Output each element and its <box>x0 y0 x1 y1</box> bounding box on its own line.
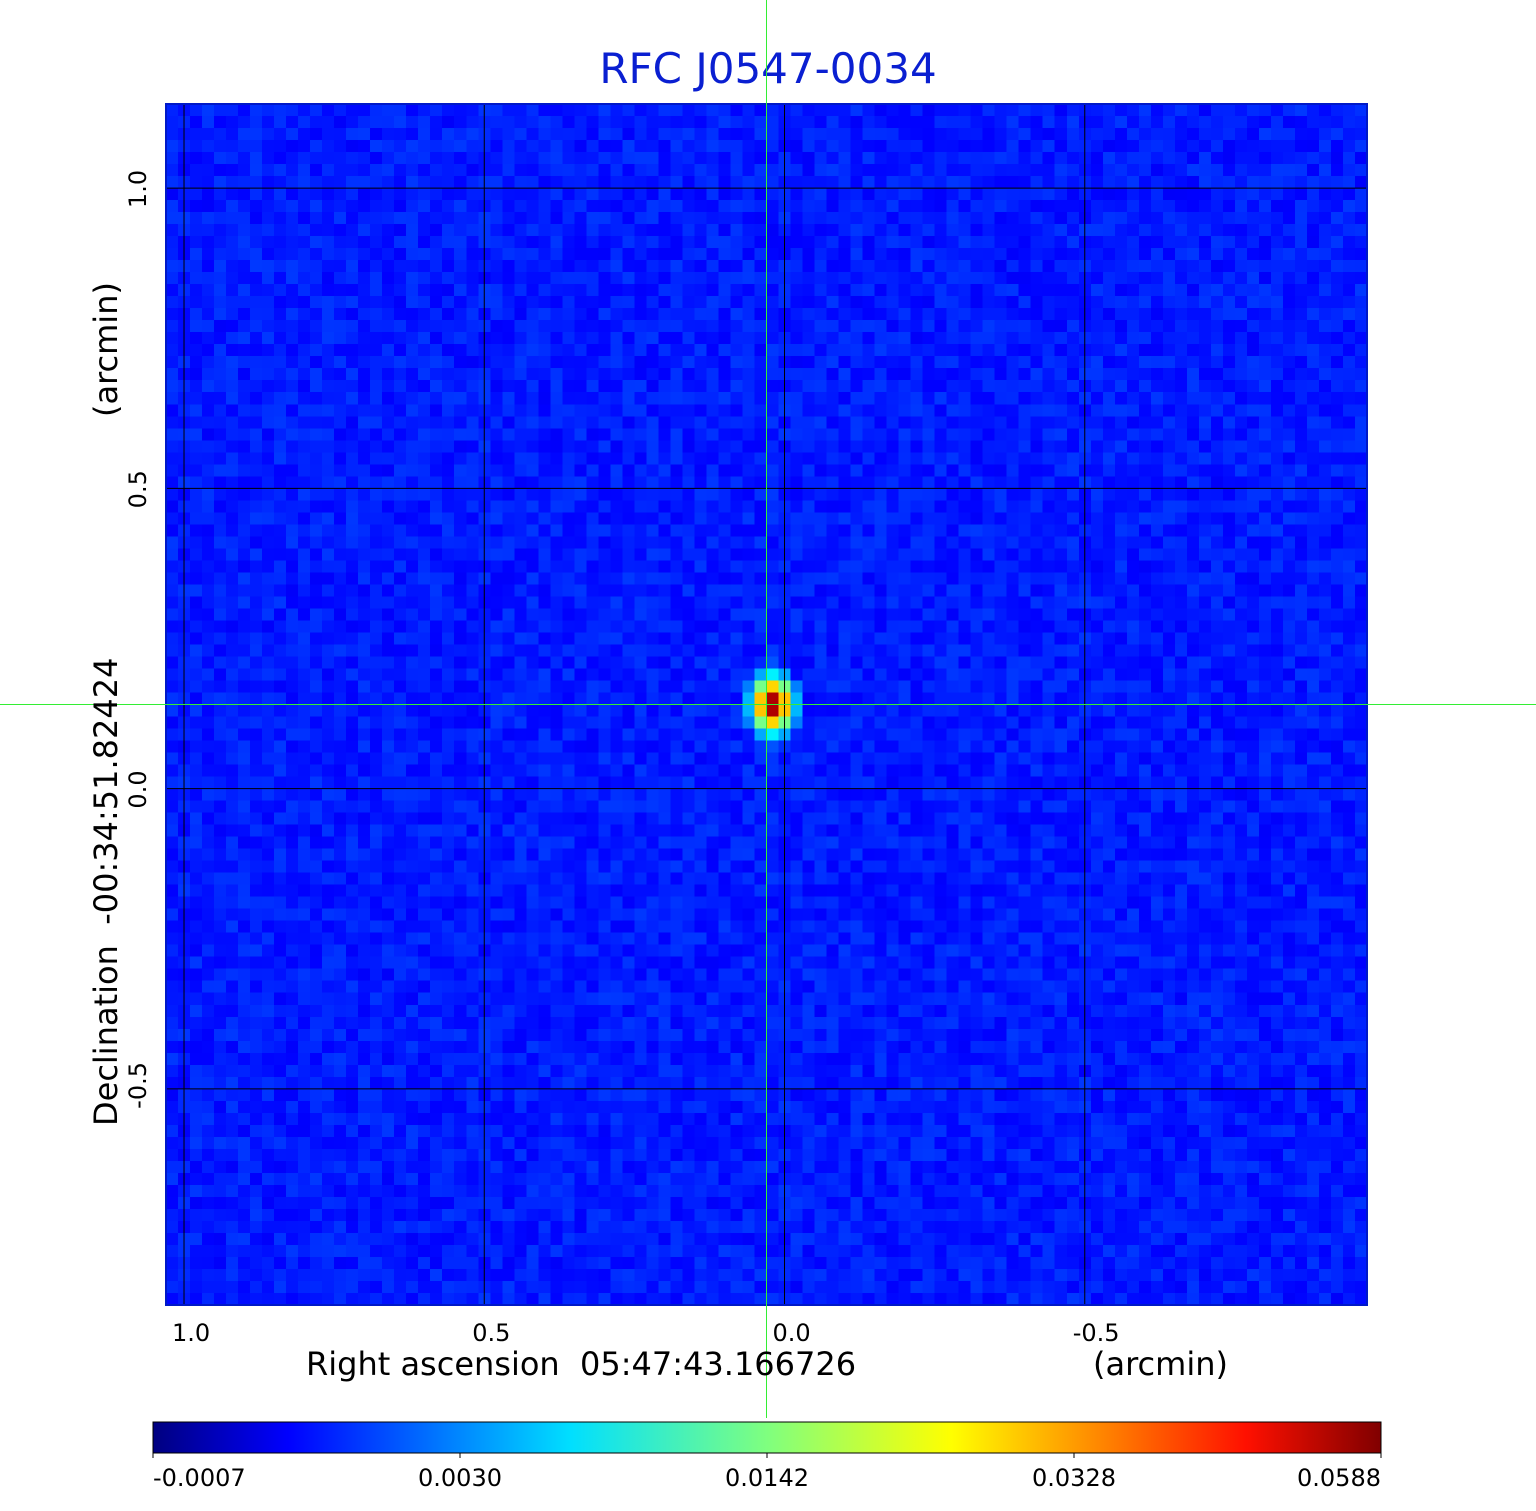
chart-title: RFC J0547-0034 <box>599 44 937 93</box>
colorbar-tick-label: 0.0142 <box>725 1464 809 1492</box>
y-tick-label: -0.5 <box>124 1062 152 1109</box>
y-tick-label: 1.0 <box>124 170 152 208</box>
y-tick-label: 0.0 <box>124 770 152 808</box>
x-axis-label: Right ascension 05:47:43.166726 <box>306 1345 856 1383</box>
x-tick-label: 1.0 <box>172 1319 210 1347</box>
x-tick-label: 0.5 <box>472 1319 510 1347</box>
colorbar-ticks: -0.0007 0.0030 0.0142 0.0328 0.0588 <box>152 1453 1382 1492</box>
crosshair <box>0 0 1536 1418</box>
y-tick-label: 0.5 <box>124 470 152 508</box>
x-tick-label: 0.0 <box>773 1319 811 1347</box>
x-tick-label: -0.5 <box>1073 1319 1120 1347</box>
colorbar-tick-label: 0.0030 <box>418 1464 502 1492</box>
colorbar <box>152 1421 1382 1454</box>
y-axis-unit: (arcmin) <box>87 282 125 417</box>
colorbar-tick-label: 0.0328 <box>1032 1464 1116 1492</box>
tick-labels: 1.0 0.5 0.0 -0.5 1.0 0.5 0.0 -0.5 <box>124 170 1120 1347</box>
y-axis-label: Declination -00:34:51.82424 <box>87 658 125 1126</box>
colorbar-tick-label: 0.0588 <box>1297 1464 1381 1492</box>
colorbar-tick-label: -0.0007 <box>153 1464 246 1492</box>
x-axis-unit: (arcmin) <box>1093 1345 1228 1383</box>
